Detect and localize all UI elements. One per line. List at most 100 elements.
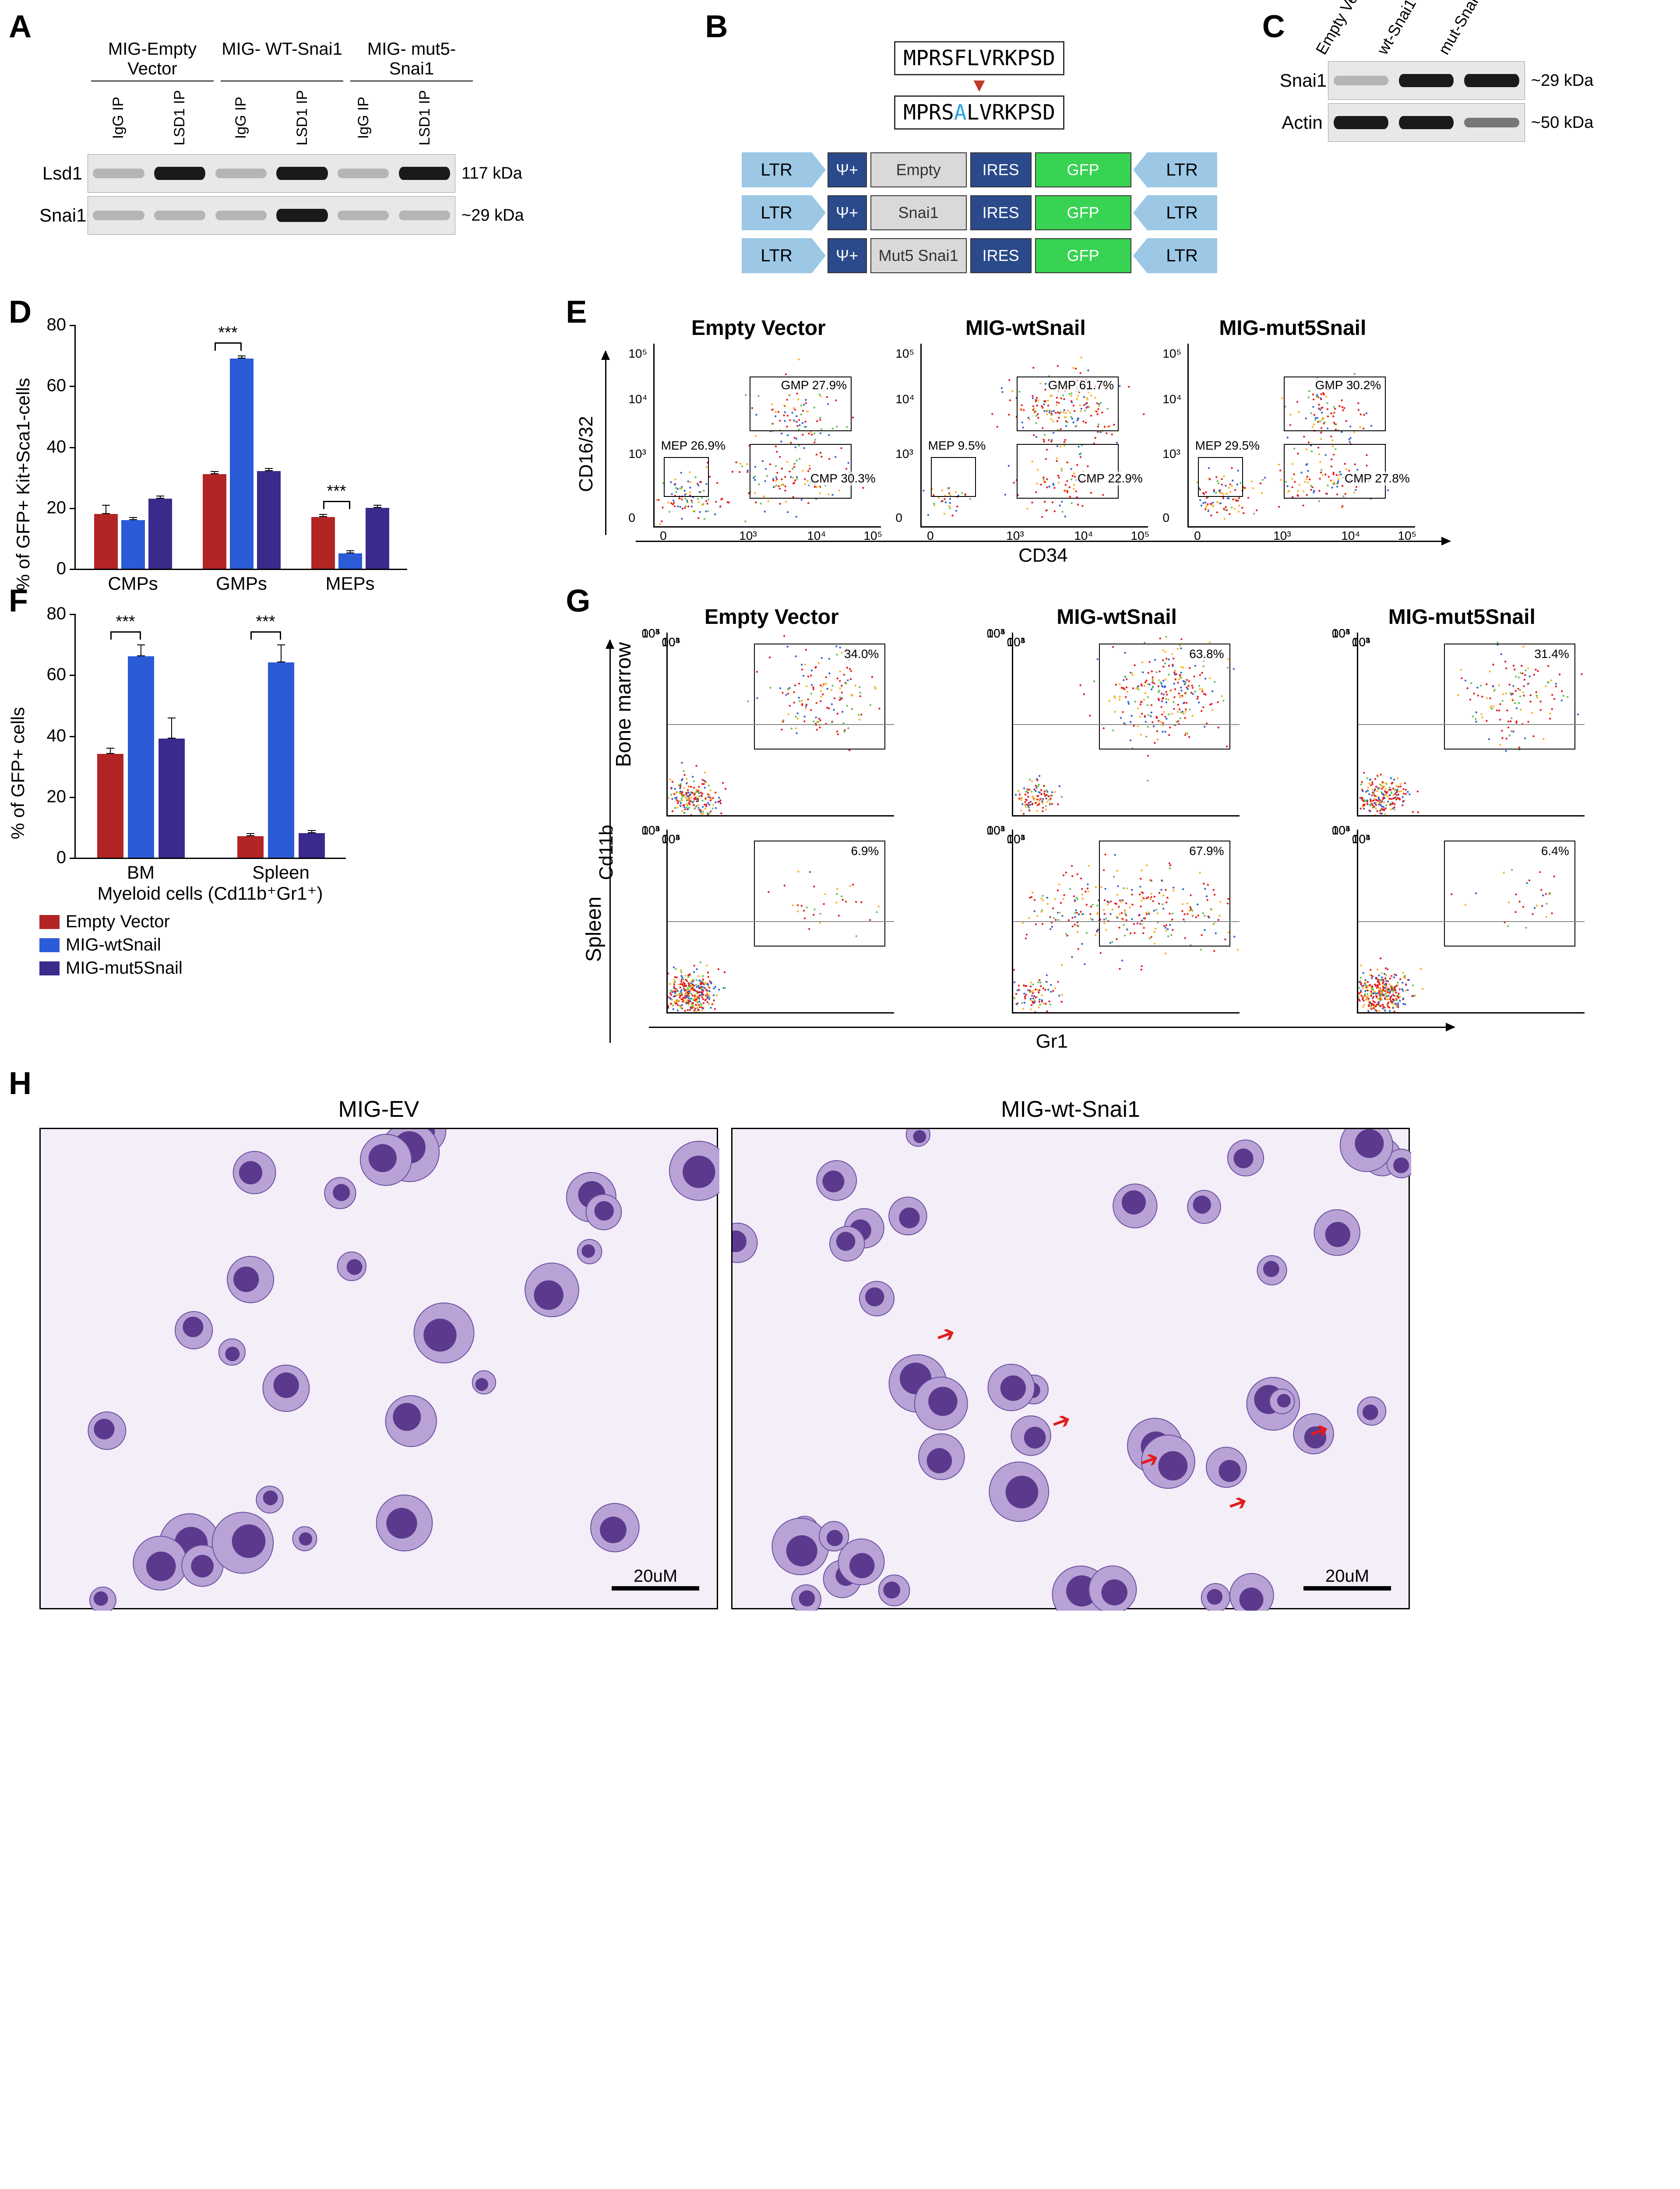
divider-line — [668, 921, 894, 922]
flow-y-tick: 10⁵ — [1162, 347, 1181, 361]
mw-label: ~29 kDa — [461, 206, 524, 225]
band — [338, 169, 389, 178]
chart-f-ytitle: % of GFP+ cells — [7, 707, 28, 839]
seq-mut: MPRSALVRKPSD — [894, 95, 1064, 130]
flow-g-ytitle: Cd11b — [596, 825, 618, 880]
bar — [148, 499, 172, 569]
gate-myeloid-label: 6.4% — [1539, 844, 1571, 858]
bar — [230, 359, 254, 569]
panel-label-c: C — [1262, 9, 1285, 45]
gate-mep — [664, 457, 709, 497]
band — [1334, 76, 1388, 85]
y-tick-label: 40 — [47, 437, 76, 457]
panel-d: D % of GFP+ Kit+Sca1-cells 020406080CMPs… — [13, 299, 553, 570]
flow-y-tick: 0 — [628, 511, 635, 525]
flow-y-tick: 10³ — [1162, 447, 1180, 461]
band — [154, 167, 205, 180]
band — [1399, 74, 1454, 87]
flow-y-tick: 0 — [895, 511, 902, 525]
divider-line — [1358, 724, 1585, 725]
x-cat-label: Spleen — [252, 858, 310, 883]
flow-plot-title: MIG-wtSnail — [994, 605, 1240, 629]
chart-f-xtitle: Myeloid cells (Cd11b⁺Gr1⁺) — [74, 883, 346, 904]
scalebar: 20uM — [1303, 1566, 1391, 1591]
gate-mep-label: MEP 9.5% — [926, 439, 988, 453]
bar — [121, 520, 145, 569]
y-tick-label: 80 — [47, 315, 76, 335]
gate-cmp-label: CMP 27.8% — [1343, 472, 1412, 486]
panel-label-b: B — [705, 9, 728, 45]
band — [1464, 74, 1519, 87]
bar — [311, 517, 335, 569]
error-bar — [160, 496, 161, 499]
flow-row-label: Bone marrow — [612, 642, 636, 767]
band — [1399, 116, 1454, 129]
error-bar — [281, 644, 282, 663]
error-bar — [214, 471, 215, 474]
flow-e-ytitle: CD16/32 — [575, 416, 597, 492]
flow-row-label: Spleen — [582, 897, 606, 962]
band — [1464, 118, 1519, 127]
insert-cassette: Empty — [870, 152, 967, 187]
band — [215, 169, 267, 178]
flow-x-tick: 10⁵ — [1007, 635, 1026, 649]
blot-lane-label: LSD1 IP — [269, 87, 335, 148]
panel-a: A MIG-Empty VectorMIG- WT-Snai1MIG- mut5… — [13, 13, 692, 281]
gate-mep — [1198, 457, 1243, 497]
ltr-left: LTR — [742, 195, 812, 230]
ltr-right: LTR — [1147, 152, 1217, 187]
band — [276, 167, 328, 180]
micrograph: ➔➔➔➔➔20uM — [731, 1128, 1410, 1609]
blot-lane-label: IgG IP — [208, 87, 274, 148]
divider-line — [1013, 724, 1240, 725]
flow-x-tick: 10⁵ — [662, 832, 680, 846]
gate-mep — [931, 457, 976, 497]
flow-plot-title: MIG-mut5Snail — [1170, 316, 1415, 340]
scalebar-text: 20uM — [1325, 1566, 1369, 1586]
legend-item: Empty Vector — [39, 912, 553, 932]
blot-group-label: MIG- mut5-Snai1 — [350, 39, 473, 81]
gate-mep-label: MEP 26.9% — [659, 439, 727, 453]
y-tick-label: 40 — [47, 726, 76, 746]
flow-axes: 67.9%0010³10³10⁴10⁴10⁵10⁵ — [1012, 830, 1240, 1014]
axis-arrow-x-icon — [649, 1027, 1455, 1028]
chart-f: 020406080BMSpleen****** — [74, 614, 346, 859]
blot-lane-label: LSD1 IP — [147, 87, 212, 148]
flow-plot: 6.4%0010³10³10⁴10⁴10⁵10⁵ — [1339, 830, 1585, 1014]
insert-cassette: Mut5 Snai1 — [870, 238, 967, 273]
flow-y-tick: 10⁵ — [641, 824, 660, 838]
gfp-cassette: GFP — [1035, 195, 1131, 230]
legend-label: MIG-mut5Snail — [66, 958, 183, 978]
flow-plot-title: Empty Vector — [636, 316, 881, 340]
flow-x-tick: 10⁵ — [1352, 635, 1371, 649]
flow-axes: 63.8%0010³10³10⁴10⁴10⁵10⁵ — [1012, 633, 1240, 816]
flow-plot: Empty Vector34.0%0010³10³10⁴10⁴10⁵10⁵ — [649, 605, 894, 816]
divider-line — [1358, 921, 1585, 922]
flow-y-tick: 10⁴ — [895, 392, 914, 406]
mw-label: ~29 kDa — [1531, 71, 1594, 90]
sig-stars: *** — [256, 612, 275, 631]
chart-d-ytitle: % of GFP+ Kit+Sca1-cells — [13, 378, 34, 591]
flow-y-tick: 10⁵ — [987, 824, 1006, 838]
error-bar — [250, 833, 251, 836]
seq-mut-prefix: MPRS — [903, 100, 954, 125]
scalebar-line — [1303, 1586, 1391, 1591]
gate-myeloid-label: 34.0% — [842, 647, 881, 661]
flow-y-tick: 0 — [1162, 511, 1169, 525]
flow-y-tick: 10³ — [628, 447, 646, 461]
bar — [338, 553, 362, 569]
micrograph-col: MIG-wt-Snai1➔➔➔➔➔20uM — [731, 1096, 1410, 1609]
ires-cassette: IRES — [970, 152, 1032, 187]
flow-axes: 31.4%0010³10³10⁴10⁴10⁵10⁵ — [1357, 633, 1585, 816]
flow-axes: GMP 30.2%MEP 29.5%CMP 27.8%0010³10³10⁴10… — [1187, 344, 1415, 528]
divider-line — [668, 724, 894, 725]
construct-row: LTRΨ+EmptyIRESGFPLTR — [742, 152, 1217, 187]
flow-plot: Empty VectorGMP 27.9%MEP 26.9%CMP 30.3%0… — [636, 316, 881, 528]
flow-y-tick: 10⁵ — [1332, 626, 1351, 641]
bar — [203, 474, 226, 569]
y-tick-label: 0 — [56, 848, 76, 868]
panel-f: F % of GFP+ cells 020406080BMSpleen*****… — [13, 588, 553, 1052]
psi-cassette: Ψ+ — [828, 238, 867, 273]
psi-cassette: Ψ+ — [828, 195, 867, 230]
sig-stars: *** — [327, 482, 346, 501]
